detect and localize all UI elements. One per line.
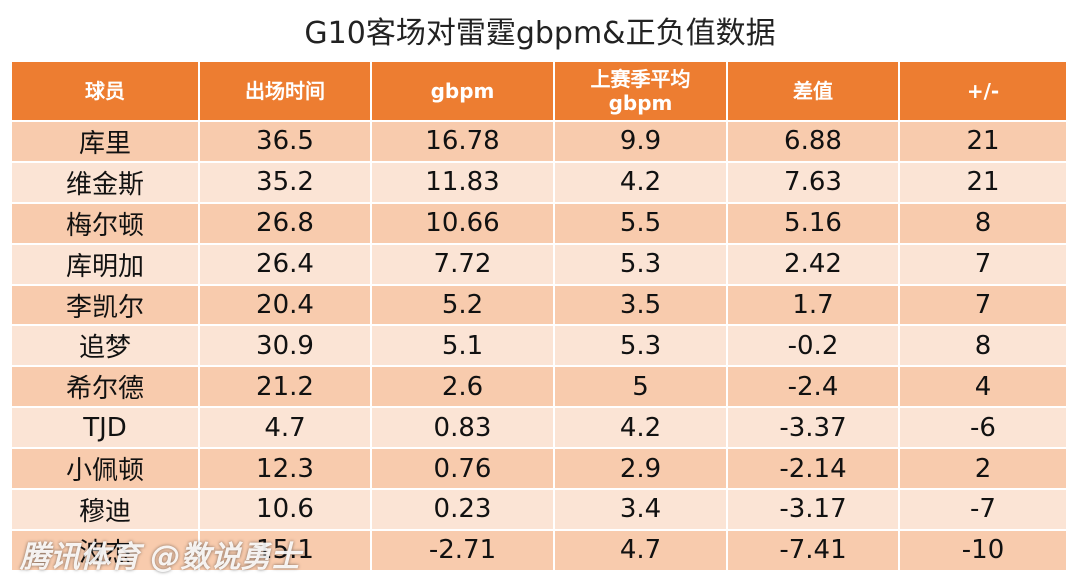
table-cell: 5.2 xyxy=(372,285,555,327)
table-cell: -7 xyxy=(900,490,1068,531)
table-cell: 5.3 xyxy=(555,244,728,286)
table-cell: 5.3 xyxy=(555,326,728,368)
table-cell: 小佩顿 xyxy=(12,449,200,491)
table-cell: 1.7 xyxy=(728,285,900,327)
table-cell: 维金斯 xyxy=(12,162,200,204)
table-cell: 希尔德 xyxy=(12,367,200,409)
table-cell: 20.4 xyxy=(200,285,372,327)
table-cell: 梅尔顿 xyxy=(12,203,200,245)
table-cell: 5.16 xyxy=(728,203,900,245)
table-cell: 4.7 xyxy=(555,530,728,572)
table-cell: 21 xyxy=(900,162,1068,204)
table-cell: 追梦 xyxy=(12,326,200,368)
table-cell: 12.3 xyxy=(200,449,372,491)
table-cell: 35.2 xyxy=(200,162,372,204)
table-cell: 7.63 xyxy=(728,162,900,204)
table-cell: 0.76 xyxy=(372,449,555,491)
table-cell: 11.83 xyxy=(372,162,555,204)
table-cell: 6.88 xyxy=(728,122,900,163)
table-cell: -7.41 xyxy=(728,530,900,572)
table-cell: 7.72 xyxy=(372,244,555,286)
table-cell: -0.2 xyxy=(728,326,900,368)
table-cell: 4.2 xyxy=(555,408,728,450)
header-cell: 上赛季平均 gbpm xyxy=(555,62,728,122)
table-cell: 4.2 xyxy=(555,162,728,204)
table-cell: 2 xyxy=(900,449,1068,491)
table-cell: 5.1 xyxy=(372,326,555,368)
watermark: 腾讯体育 @数说勇士 xyxy=(20,540,301,575)
table-cell: 2.6 xyxy=(372,367,555,409)
table-cell: 15.1 xyxy=(200,530,372,572)
header-cell: 球员 xyxy=(12,62,200,122)
table-cell: 5 xyxy=(555,367,728,409)
table-cell: -6 xyxy=(900,408,1068,450)
table-cell: 李凯尔 xyxy=(12,285,200,327)
table-cell: TJD xyxy=(12,408,200,450)
table-cell: 30.9 xyxy=(200,326,372,368)
table-cell: -3.37 xyxy=(728,408,900,450)
table-cell: 21 xyxy=(900,122,1068,163)
table-cell: 26.4 xyxy=(200,244,372,286)
table-cell: 2.42 xyxy=(728,244,900,286)
header-cell: gbpm xyxy=(372,62,555,122)
table-cell: 3.5 xyxy=(555,285,728,327)
table-cell: 36.5 xyxy=(200,122,372,163)
table-cell: 穆迪 xyxy=(12,490,200,531)
header-cell: +/- xyxy=(900,62,1068,122)
table-cell: 10.6 xyxy=(200,490,372,531)
table-cell: 7 xyxy=(900,244,1068,286)
table-cell: 库里 xyxy=(12,122,200,163)
table-cell: 波杰 xyxy=(12,530,200,572)
table-cell: 21.2 xyxy=(200,367,372,409)
table-cell: 4.7 xyxy=(200,408,372,450)
table-cell: 3.4 xyxy=(555,490,728,531)
table-cell: 9.9 xyxy=(555,122,728,163)
table-cell: 5.5 xyxy=(555,203,728,245)
table-cell: 7 xyxy=(900,285,1068,327)
table-cell: 0.23 xyxy=(372,490,555,531)
table-cell: 库明加 xyxy=(12,244,200,286)
table-cell: 8 xyxy=(900,203,1068,245)
title: G10客场对雷霆gbpm&正负值数据 xyxy=(304,16,776,51)
table-cell: -3.17 xyxy=(728,490,900,531)
table-cell: -10 xyxy=(900,530,1068,572)
table-cell: 2.9 xyxy=(555,449,728,491)
table-cell: -2.14 xyxy=(728,449,900,491)
table-cell: 10.66 xyxy=(372,203,555,245)
table-cell: -2.4 xyxy=(728,367,900,409)
table: 球员 出场时间 gbpm 上赛季平均 gbpm 差值 +/- 库里 36.5 16.78 9.9 6… xyxy=(12,62,1068,572)
header-cell: 出场时间 xyxy=(200,62,372,122)
header-cell: 差值 xyxy=(728,62,900,122)
table-cell: 8 xyxy=(900,326,1068,368)
table-cell: 0.83 xyxy=(372,408,555,450)
table-cell: 4 xyxy=(900,367,1068,409)
table-cell: 16.78 xyxy=(372,122,555,163)
table-cell: 26.8 xyxy=(200,203,372,245)
table-cell: -2.71 xyxy=(372,530,555,572)
